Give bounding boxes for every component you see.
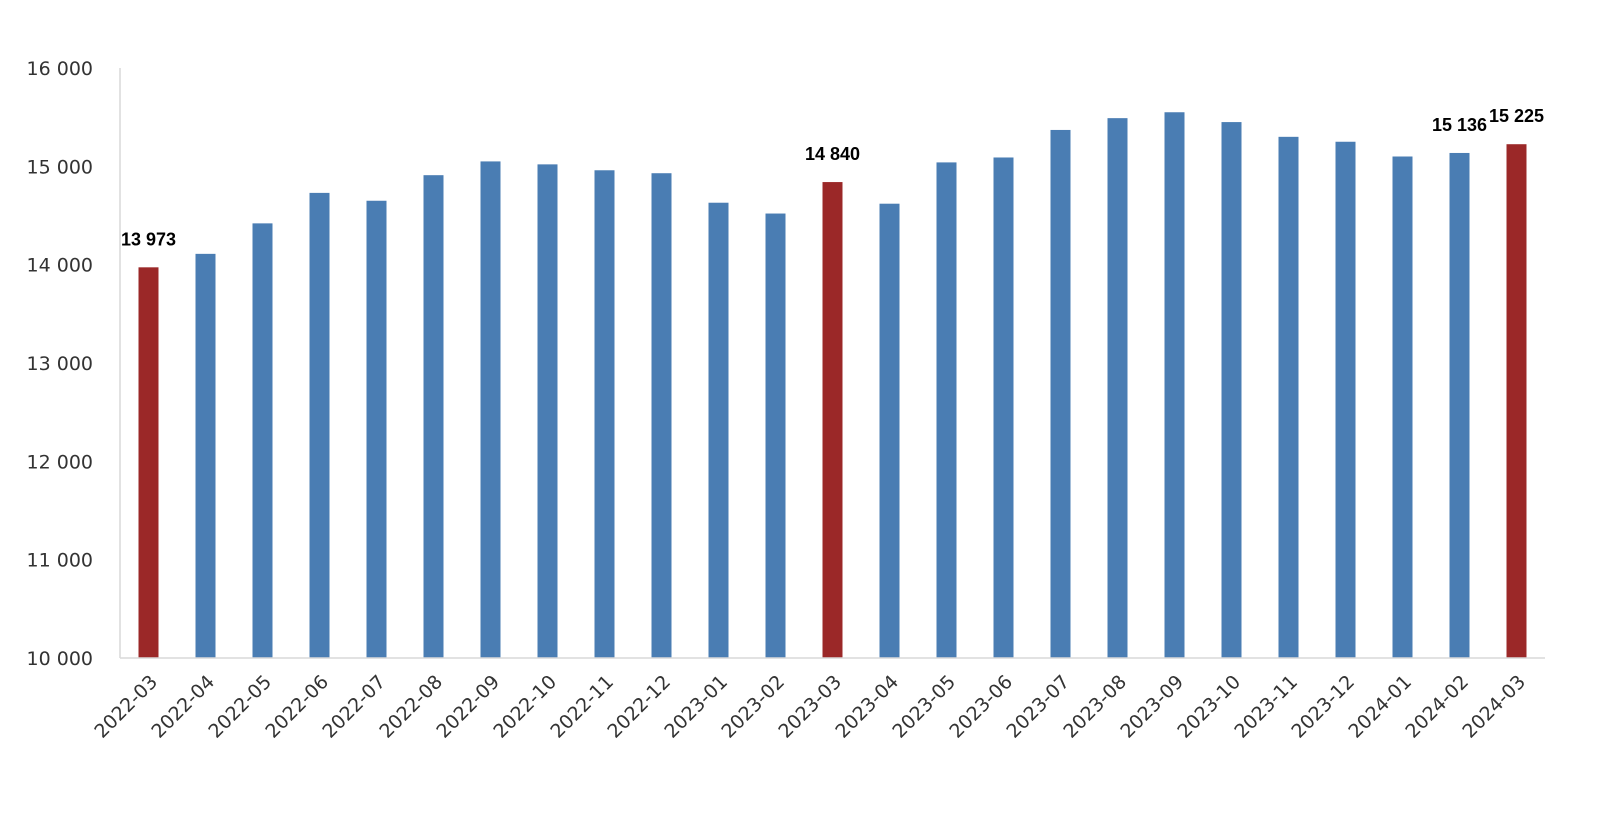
bar [1050,129,1071,658]
bar [1335,141,1356,658]
data-labels: 13 973 14 840 15 136 15 225 [121,106,1544,249]
y-tick-label: 14 000 [27,255,93,277]
bar [195,253,216,658]
bar-highlighted [138,267,159,658]
bar [537,164,558,658]
y-tick-label: 15 000 [27,156,93,178]
bar [252,223,273,658]
bar [1164,112,1185,658]
data-label: 15 136 [1432,115,1487,135]
bar [651,173,672,658]
data-label: 15 225 [1489,106,1544,126]
bar [1449,152,1470,658]
bar [708,202,729,658]
bars [138,112,1527,659]
bar [1392,156,1413,658]
bar [765,213,786,659]
y-tick-label: 11 000 [27,550,93,572]
bar [879,203,900,658]
bar [423,175,444,658]
y-tick-label: 13 000 [27,353,93,375]
bar [1221,122,1242,659]
bar [594,170,615,658]
bar [366,200,387,658]
data-label: 13 973 [121,229,176,249]
bar [1107,118,1128,658]
y-axis: 10 000 11 000 12 000 13 000 14 000 15 000 16 0… [27,58,121,670]
y-tick-label: 10 000 [27,648,93,670]
y-tick-label: 12 000 [27,451,93,473]
x-axis: 2022-032022-042022-052022-062022-072022-… [90,657,1545,743]
bar [1278,136,1299,659]
bar-highlighted [822,182,843,659]
bar [936,162,957,658]
x-tick-label: 2024-03 [1458,671,1530,743]
data-label: 14 840 [805,144,860,164]
bar [480,161,501,658]
y-tick-label: 16 000 [27,58,93,80]
bar-highlighted [1506,144,1527,659]
bar [993,157,1014,658]
bar [309,192,330,658]
